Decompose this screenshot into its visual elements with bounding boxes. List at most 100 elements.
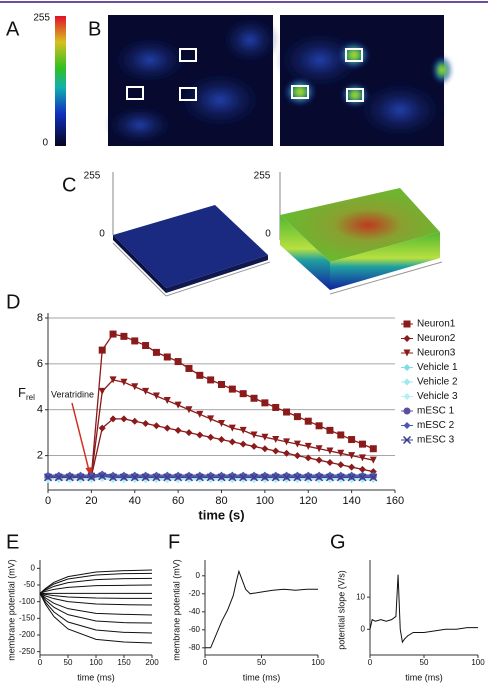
marker — [152, 473, 161, 482]
marker — [304, 471, 312, 479]
marker — [228, 438, 236, 446]
marker — [315, 445, 323, 453]
marker — [131, 471, 139, 479]
marker — [218, 381, 225, 389]
marker — [152, 392, 160, 400]
marker — [87, 471, 95, 479]
marker — [261, 471, 269, 479]
y-tick-label: 2 — [37, 450, 43, 462]
marker — [174, 426, 182, 434]
series-line — [39, 584, 153, 594]
marker — [43, 473, 53, 482]
marker — [348, 471, 356, 479]
marker — [163, 353, 171, 361]
x-tick-label: 50 — [64, 658, 73, 667]
y-axis-label: potential slope (V/s) — [336, 570, 346, 650]
y-tick-label: -200 — [19, 630, 36, 639]
series-line — [39, 569, 153, 594]
marker — [358, 465, 366, 473]
marker — [98, 387, 106, 395]
colorbar — [55, 16, 66, 146]
y-tick-label: 10 — [356, 592, 365, 601]
marker — [337, 431, 345, 439]
marker — [98, 346, 106, 354]
marker — [283, 471, 291, 479]
marker — [98, 472, 107, 481]
y-tick-label: -40 — [188, 607, 200, 616]
marker — [304, 442, 312, 450]
y-axis-label-main: F — [18, 385, 26, 400]
marker — [196, 471, 204, 479]
panel-letter: F — [168, 531, 180, 553]
surface-min: 0 — [265, 229, 271, 240]
x-tick-label: 0 — [38, 658, 43, 667]
surface-max: 255 — [254, 171, 271, 182]
heatmap-after — [275, 15, 452, 146]
marker — [142, 387, 150, 395]
marker — [250, 431, 258, 439]
series-line — [369, 574, 478, 644]
series-line — [39, 572, 153, 594]
y-axis-label-sub: rel — [26, 393, 35, 402]
marker — [250, 471, 258, 479]
marker — [120, 471, 128, 479]
marker — [358, 473, 367, 482]
marker — [272, 447, 280, 455]
marker — [369, 473, 378, 482]
marker — [207, 433, 215, 441]
legend-marker — [403, 393, 411, 400]
marker — [348, 463, 356, 471]
legend-label: mESC 1 — [417, 406, 455, 417]
panel-letter: B — [88, 18, 101, 40]
y-tick-label: -20 — [188, 589, 200, 598]
marker — [326, 471, 334, 479]
marker — [196, 431, 204, 439]
marker — [336, 473, 345, 482]
series-line — [39, 592, 153, 606]
y-tick-label: 0 — [196, 571, 201, 580]
marker — [271, 473, 280, 482]
surface-min: 0 — [99, 229, 105, 240]
legend-marker — [403, 320, 411, 328]
marker — [120, 332, 128, 340]
marker — [65, 473, 74, 482]
marker — [119, 473, 128, 482]
marker — [142, 419, 150, 427]
surface-after: 255 0 — [254, 171, 443, 295]
marker — [326, 458, 334, 466]
marker — [272, 403, 280, 411]
marker — [282, 473, 291, 482]
x-tick-label: 100 — [311, 658, 325, 667]
legend-label: Neuron2 — [417, 333, 456, 344]
marker — [293, 473, 302, 482]
marker — [109, 415, 117, 423]
x-tick-label: 20 — [85, 495, 97, 507]
marker — [261, 445, 269, 453]
x-tick-label: 0 — [45, 495, 51, 507]
y-tick-label: -60 — [188, 625, 200, 634]
marker — [196, 371, 204, 379]
series-line — [39, 593, 153, 624]
legend-label: Neuron3 — [417, 348, 456, 359]
marker — [131, 337, 139, 345]
legend-marker — [403, 422, 411, 429]
y-tick-label: -80 — [188, 643, 200, 652]
marker — [315, 422, 323, 430]
x-tick-label: 100 — [256, 495, 274, 507]
marker — [325, 473, 334, 482]
marker — [348, 436, 356, 444]
marker — [120, 378, 128, 386]
y-axis-label: membrane potential (mV) — [171, 559, 181, 661]
marker — [174, 358, 182, 366]
marker — [206, 473, 215, 482]
marker — [207, 471, 215, 479]
marker — [141, 473, 150, 482]
marker — [109, 473, 118, 482]
y-tick-label: -150 — [19, 613, 36, 622]
y-axis-label: membrane potential (mV) — [6, 559, 16, 661]
marker — [131, 383, 139, 391]
x-tick-label: 50 — [257, 658, 266, 667]
marker — [283, 438, 291, 446]
x-tick-label: 0 — [368, 658, 373, 667]
